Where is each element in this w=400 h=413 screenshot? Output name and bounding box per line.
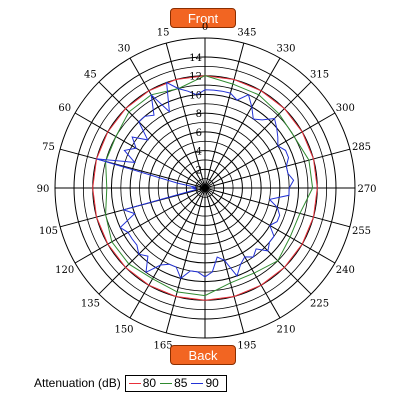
back-button[interactable]: Back [170, 345, 236, 365]
front-button[interactable]: Front [170, 8, 236, 28]
radial-tick-label: 14 [189, 53, 202, 64]
grid-spoke [204, 187, 281, 319]
grid-spoke [98, 187, 206, 295]
angle-label: 240 [336, 265, 355, 276]
grid-spoke [204, 148, 351, 189]
angle-label: 300 [336, 103, 355, 114]
angle-label: 285 [352, 142, 371, 153]
angle-label: 165 [154, 341, 173, 352]
angle-label: 120 [55, 265, 74, 276]
grid-spoke [165, 42, 206, 189]
series-line-90 [96, 81, 295, 280]
polar-series [92, 75, 318, 301]
angle-label: 255 [352, 226, 371, 237]
legend-label-80: 80 [142, 376, 157, 390]
angle-label: 315 [310, 69, 329, 80]
radial-tick-label: 6 [196, 128, 202, 139]
radial-tick-label: 10 [189, 90, 202, 101]
grid-spoke [98, 81, 206, 189]
polar-grid [54, 37, 356, 339]
legend-title: Attenuation (dB) [34, 376, 121, 390]
legend-swatch-85 [160, 382, 173, 384]
radial-tick-label: 4 [196, 147, 202, 158]
grid-spoke [204, 81, 312, 189]
legend-label-85: 85 [174, 376, 188, 390]
legend-swatch-90 [191, 382, 204, 384]
series-line-85 [105, 75, 314, 297]
radial-tick-label: 12 [189, 72, 202, 83]
grid-spoke [129, 57, 206, 189]
legend-swatch-80 [128, 382, 141, 384]
legend-label-90: 90 [205, 376, 219, 390]
angle-label: 75 [42, 142, 55, 153]
angle-label: 210 [276, 324, 295, 335]
angle-label: 60 [58, 103, 71, 114]
legend-item-85: 85 [160, 376, 187, 390]
angle-label: 135 [81, 299, 100, 310]
angle-label: 270 [357, 184, 376, 195]
angle-label: 150 [114, 324, 133, 335]
legend-item-90: 90 [191, 376, 219, 390]
grid-spoke [165, 187, 206, 334]
grid-spoke [129, 187, 206, 319]
angle-label: 45 [84, 69, 97, 80]
radial-tick-label: 8 [196, 109, 202, 120]
legend-box: 80 85 90 [124, 374, 227, 392]
angle-label: 30 [118, 44, 131, 55]
series-line-80 [92, 75, 318, 301]
center-hub [202, 185, 208, 191]
legend: Attenuation (dB) 80 85 90 [34, 372, 227, 394]
grid-spoke [74, 187, 206, 264]
angle-label: 225 [310, 299, 329, 310]
grid-spoke [204, 112, 336, 189]
grid-spoke [74, 112, 206, 189]
radial-tick-label: 2 [196, 165, 202, 176]
angle-label: 15 [157, 28, 170, 39]
angle-label: 345 [237, 28, 256, 39]
legend-item-80: 80 [128, 376, 157, 390]
angle-label: 195 [237, 341, 256, 352]
angle-label: 330 [276, 44, 295, 55]
angle-label: 105 [39, 226, 58, 237]
grid-spoke [59, 148, 206, 189]
grid-spoke [204, 57, 281, 189]
angle-label: 90 [37, 184, 50, 195]
grid-spoke [204, 42, 245, 189]
grid-spoke [204, 187, 312, 295]
radial-tick-label: 0 [196, 184, 202, 195]
angle-label: 0 [202, 22, 208, 33]
